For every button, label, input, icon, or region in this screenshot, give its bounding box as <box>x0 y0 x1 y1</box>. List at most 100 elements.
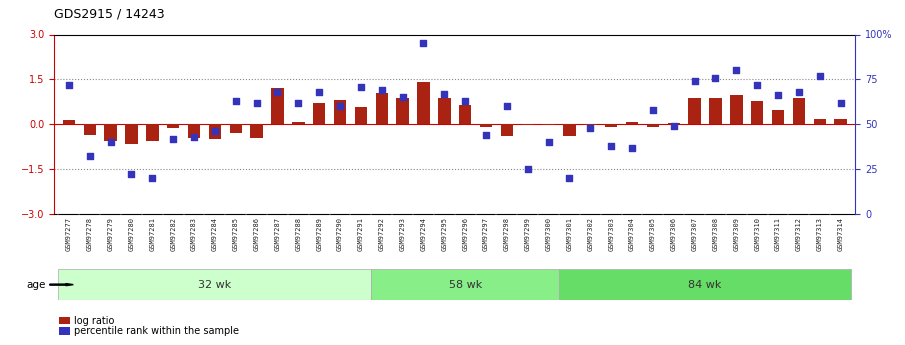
Bar <box>83 124 96 135</box>
Point <box>186 134 201 139</box>
Bar <box>62 120 75 124</box>
Text: GSM97291: GSM97291 <box>357 217 364 251</box>
Point <box>207 129 222 134</box>
Point <box>583 125 597 130</box>
Text: GSM97300: GSM97300 <box>546 217 552 251</box>
Text: GSM97302: GSM97302 <box>587 217 594 251</box>
Point <box>103 139 118 145</box>
Point <box>82 154 97 159</box>
Text: GSM97307: GSM97307 <box>691 217 698 251</box>
Text: GSM97306: GSM97306 <box>671 217 677 251</box>
Bar <box>59 269 371 300</box>
Text: GSM97305: GSM97305 <box>650 217 656 251</box>
Point <box>604 143 618 148</box>
Bar <box>396 98 409 124</box>
Bar <box>459 105 472 124</box>
Bar <box>710 98 722 124</box>
Bar <box>371 269 559 300</box>
Bar <box>480 124 492 127</box>
Point <box>333 104 348 109</box>
Point <box>834 100 848 106</box>
Text: GSM97283: GSM97283 <box>191 217 197 251</box>
Text: log ratio: log ratio <box>74 316 115 325</box>
Bar <box>209 124 221 139</box>
Point <box>312 89 327 95</box>
Point <box>500 104 514 109</box>
Bar <box>251 124 262 138</box>
Point <box>354 84 368 89</box>
Bar <box>647 124 659 127</box>
Point <box>771 93 786 98</box>
Point <box>145 175 159 181</box>
Text: GSM97277: GSM97277 <box>66 217 71 251</box>
Text: GSM97311: GSM97311 <box>775 217 781 251</box>
Bar <box>272 88 284 124</box>
Text: GSM97293: GSM97293 <box>400 217 405 251</box>
Text: GSM97310: GSM97310 <box>754 217 760 251</box>
Text: GSM97304: GSM97304 <box>629 217 635 251</box>
Point <box>750 82 765 88</box>
Text: GSM97296: GSM97296 <box>462 217 468 251</box>
Bar <box>167 124 179 128</box>
Text: GSM97282: GSM97282 <box>170 217 176 251</box>
Text: GSM97298: GSM97298 <box>504 217 510 251</box>
Bar <box>563 124 576 136</box>
Point <box>375 87 389 93</box>
Point <box>709 75 723 80</box>
Bar <box>605 124 617 127</box>
Bar <box>772 110 785 124</box>
Point <box>479 132 493 138</box>
Text: GDS2915 / 14243: GDS2915 / 14243 <box>54 8 165 21</box>
Point <box>250 100 264 106</box>
Text: GSM97292: GSM97292 <box>379 217 385 251</box>
Bar <box>125 124 138 144</box>
Bar <box>292 122 305 124</box>
Bar <box>334 100 347 124</box>
Bar <box>730 95 743 124</box>
Text: GSM97297: GSM97297 <box>483 217 489 251</box>
Bar <box>625 122 638 124</box>
Text: GSM97294: GSM97294 <box>421 217 426 251</box>
Text: GSM97308: GSM97308 <box>712 217 719 251</box>
Text: GSM97286: GSM97286 <box>253 217 260 251</box>
Text: percentile rank within the sample: percentile rank within the sample <box>74 326 239 336</box>
Point <box>416 41 431 46</box>
Text: GSM97313: GSM97313 <box>817 217 823 251</box>
Bar <box>146 124 158 141</box>
Text: GSM97285: GSM97285 <box>233 217 239 251</box>
Bar <box>438 98 451 124</box>
Text: GSM97289: GSM97289 <box>316 217 322 251</box>
Point <box>291 100 306 106</box>
Text: GSM97279: GSM97279 <box>108 217 114 251</box>
Text: GSM97280: GSM97280 <box>129 217 135 251</box>
Point <box>124 172 138 177</box>
Bar <box>814 119 826 124</box>
Point <box>645 107 660 112</box>
Point <box>541 139 556 145</box>
Text: GSM97287: GSM97287 <box>274 217 281 251</box>
Bar <box>751 101 764 124</box>
Point <box>666 123 681 129</box>
Bar <box>376 93 388 124</box>
Point <box>792 89 806 95</box>
Bar <box>689 98 700 124</box>
Bar <box>417 82 430 124</box>
Text: GSM97281: GSM97281 <box>149 217 156 251</box>
Text: 84 wk: 84 wk <box>689 280 722 289</box>
Point <box>624 145 639 150</box>
Bar <box>584 124 596 125</box>
Point <box>437 91 452 97</box>
Point <box>813 73 827 79</box>
Bar <box>542 124 555 125</box>
Bar <box>559 269 851 300</box>
Point <box>166 136 180 141</box>
Bar <box>668 123 680 124</box>
Bar <box>355 107 367 124</box>
Bar <box>834 119 847 124</box>
Text: GSM97290: GSM97290 <box>337 217 343 251</box>
Point <box>271 89 285 95</box>
Point <box>562 175 576 181</box>
Text: GSM97312: GSM97312 <box>795 217 802 251</box>
Bar <box>500 124 513 136</box>
Bar <box>521 124 534 125</box>
